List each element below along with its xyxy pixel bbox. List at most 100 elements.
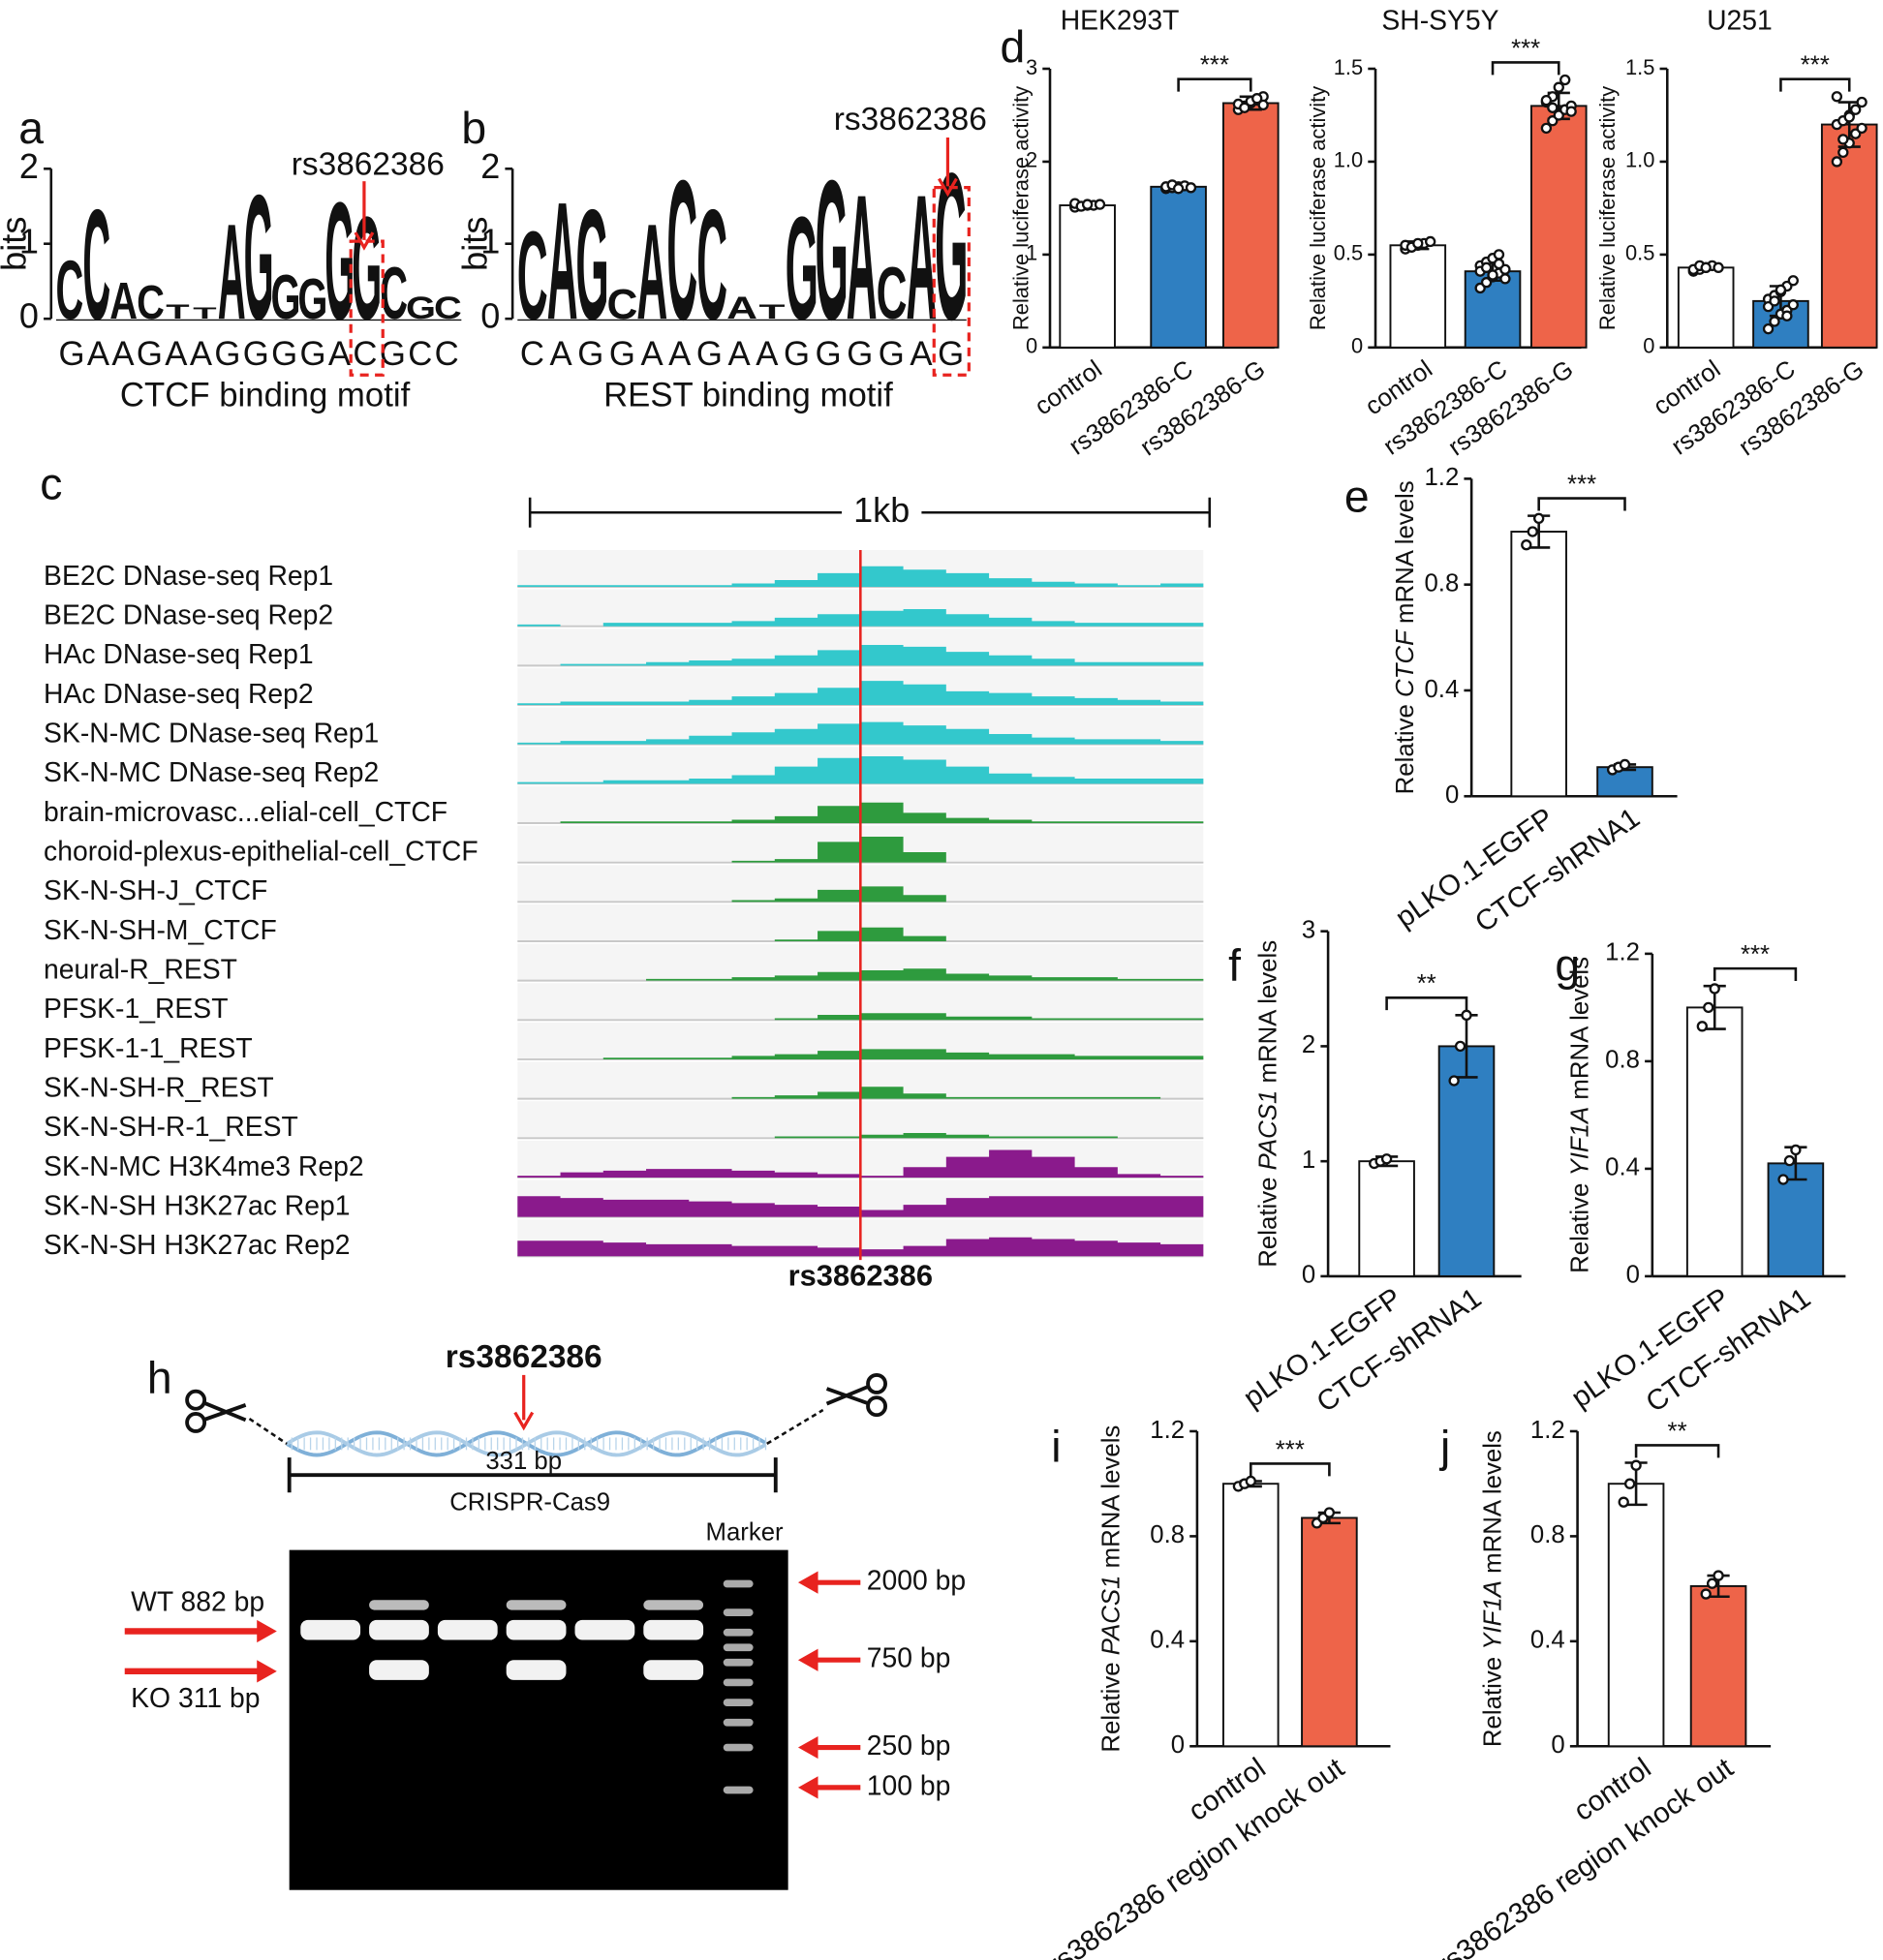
- x-tick-label: control: [1031, 355, 1107, 420]
- chart-title: SH-SY5Y: [1381, 6, 1498, 37]
- band-label: KO 311 bp: [131, 1683, 260, 1714]
- y-tick-label: 0.4: [1424, 676, 1459, 703]
- significance-label: ***: [1276, 1436, 1305, 1463]
- track-label: BE2C DNase-seq Rep2: [44, 599, 333, 630]
- y-tick-label: 1: [1302, 1147, 1315, 1174]
- panel-label: c: [40, 459, 62, 509]
- ladder-band: [723, 1628, 754, 1637]
- logo-letter: C: [666, 139, 697, 362]
- logo-letter: G: [786, 186, 818, 351]
- data-point: [1487, 269, 1498, 281]
- logo-letter: G: [297, 266, 327, 331]
- data-point: [1565, 106, 1577, 117]
- data-point: [1769, 316, 1780, 327]
- data-point: [1245, 1475, 1256, 1487]
- data-point: [1787, 275, 1799, 287]
- data-point: [1856, 122, 1868, 135]
- y-tick-label: 0: [1026, 334, 1037, 358]
- data-point: [1251, 93, 1263, 105]
- arrow-head: [938, 177, 958, 198]
- length-label: 331 bp: [485, 1448, 562, 1475]
- data-point: [1700, 261, 1712, 274]
- data-point: [1094, 199, 1106, 210]
- y-tick-label: 1.2: [1605, 939, 1640, 966]
- gel-band: [574, 1619, 635, 1640]
- dna-strand: [286, 1430, 767, 1457]
- bar: [1221, 102, 1280, 349]
- y-axis-label-part: mRNA levels: [1479, 1430, 1506, 1580]
- y-axis-label-part: mRNA levels: [1566, 957, 1593, 1107]
- data-point: [1540, 122, 1553, 135]
- bar: [1301, 1516, 1358, 1748]
- data-point: [1185, 182, 1197, 194]
- track-label: SK-N-SH H3K27ac Rep2: [44, 1230, 350, 1261]
- data-point: [1706, 1577, 1718, 1589]
- snp-label: rs3862386: [834, 102, 987, 138]
- logo-letter: C: [696, 177, 727, 352]
- track-label: choroid-plexus-epithelial-cell_CTCF: [44, 836, 478, 867]
- y-tick-label: 0.4: [1150, 1627, 1185, 1654]
- data-point: [1843, 111, 1855, 123]
- bar: [1358, 1160, 1415, 1277]
- ladder-band: [723, 1743, 754, 1752]
- logo-letter: A: [726, 291, 757, 326]
- significance-bracket: [1779, 77, 1851, 92]
- logo-letter: A: [636, 198, 667, 350]
- data-point: [1856, 96, 1868, 108]
- significance-label: **: [1417, 970, 1436, 997]
- y-tick-label: 0: [1643, 334, 1654, 358]
- significance-bracket: [1491, 61, 1560, 76]
- bar: [1689, 1584, 1747, 1748]
- y-tick-label: 2: [19, 146, 39, 186]
- ladder-band: [723, 1643, 754, 1652]
- data-point: [1787, 299, 1799, 311]
- snp-label: rs3862386: [788, 1258, 933, 1292]
- bar: [1389, 244, 1447, 349]
- y-tick-label: 0: [480, 296, 500, 336]
- significance-bracket: [1177, 77, 1252, 92]
- data-point: [1547, 102, 1559, 113]
- gel-band: [506, 1619, 567, 1640]
- y-tick-label: 0.8: [1530, 1521, 1565, 1548]
- y-axis-label-part: Relative: [1566, 1176, 1593, 1272]
- track-label: PFSK-1-1_REST: [44, 1033, 253, 1064]
- ladder-label: 2000 bp: [867, 1566, 966, 1597]
- scale-bg: [842, 495, 922, 531]
- bar: [1677, 266, 1735, 349]
- panel-label: i: [1051, 1422, 1061, 1472]
- band-label: WT 882 bp: [131, 1587, 264, 1618]
- y-axis-label-part: YIF1A: [1566, 1107, 1593, 1177]
- y-tick-label: 3: [1302, 916, 1315, 943]
- y-tick-label: 1.2: [1424, 464, 1459, 491]
- significance-bracket: [1713, 966, 1798, 982]
- panel-label: d: [1001, 21, 1026, 72]
- bar: [1607, 1483, 1665, 1748]
- arrow-head: [354, 231, 375, 251]
- logo-letter: T: [758, 300, 785, 323]
- y-axis-label-part: CTCF: [1392, 629, 1419, 697]
- data-point: [1527, 526, 1538, 537]
- y-axis-label-part: PACS1: [1097, 1576, 1125, 1656]
- data-point: [1380, 1153, 1393, 1165]
- chart-title: HEK293T: [1061, 6, 1180, 37]
- data-point: [1499, 273, 1511, 285]
- bar: [1221, 1483, 1280, 1748]
- ladder-band: [723, 1658, 754, 1667]
- scissors: [202, 1400, 247, 1423]
- gel-band: [643, 1660, 704, 1680]
- logo-letter: G: [244, 160, 274, 358]
- data-point: [1454, 1040, 1466, 1053]
- ladder-band: [723, 1678, 754, 1687]
- data-point: [1172, 183, 1185, 195]
- data-point: [1448, 1075, 1460, 1087]
- track-label: BE2C DNase-seq Rep1: [44, 561, 333, 592]
- significance-label: ***: [1801, 52, 1830, 79]
- logo-letter: G: [575, 177, 608, 352]
- data-point: [1623, 1478, 1636, 1489]
- gel-band: [437, 1619, 498, 1640]
- y-tick-label: 1.2: [1150, 1417, 1185, 1444]
- bar: [1529, 105, 1588, 349]
- track-label: SK-N-MC H3K4me3 Rep2: [44, 1151, 364, 1182]
- data-point: [1775, 284, 1787, 296]
